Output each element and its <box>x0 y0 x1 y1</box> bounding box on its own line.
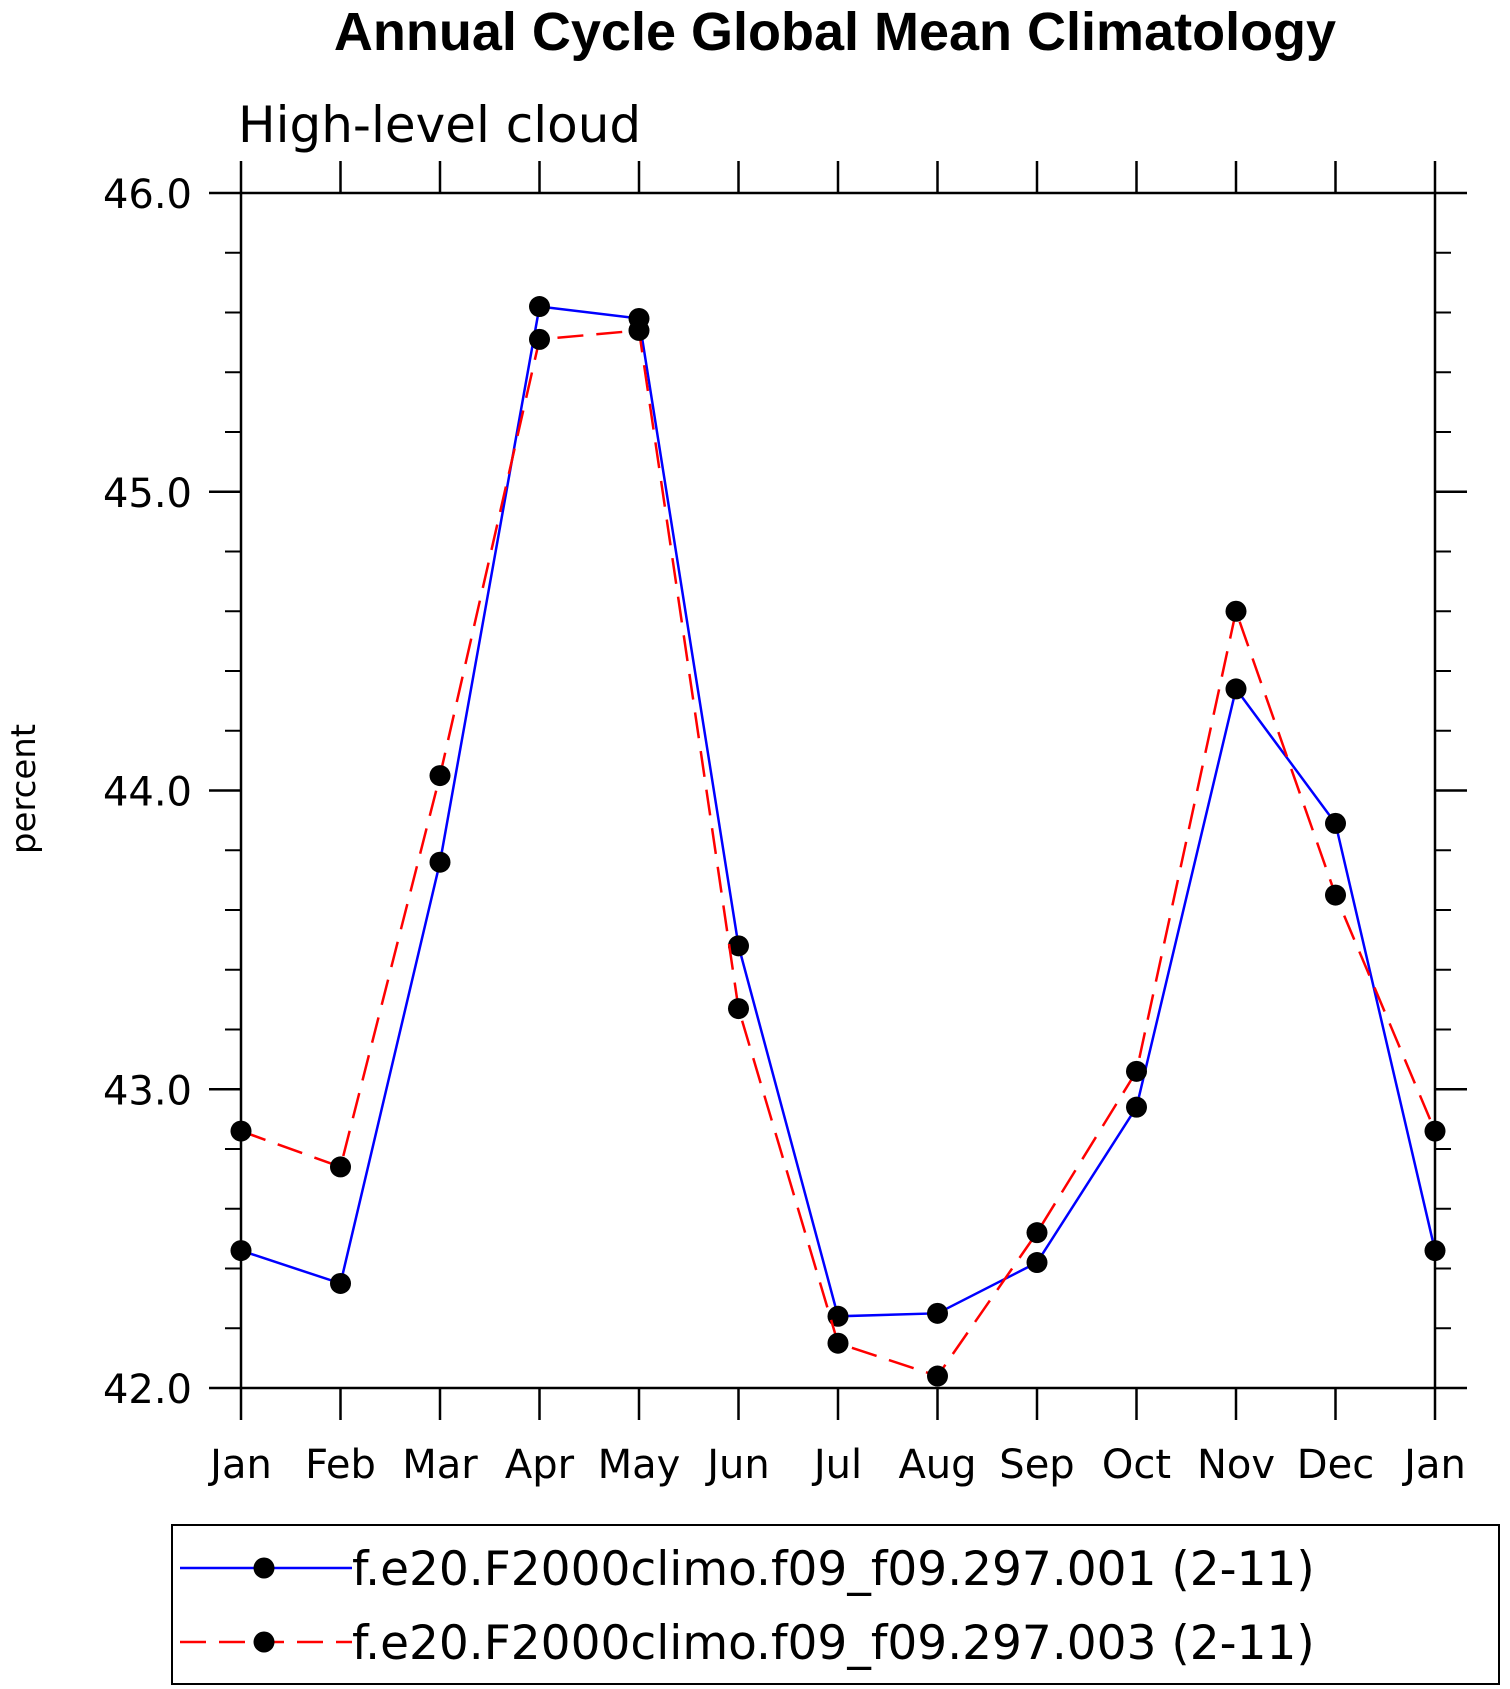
x-tick-label: Dec <box>1297 1442 1374 1488</box>
data-point <box>429 851 451 873</box>
y-tick-label: 45.0 <box>103 471 192 517</box>
x-tick-label: Jan <box>1401 1442 1466 1488</box>
data-point <box>1424 1240 1446 1262</box>
series-1 <box>230 296 1446 1327</box>
x-tick-label: Mar <box>402 1442 478 1488</box>
x-tick-label: Jun <box>704 1442 770 1488</box>
data-point <box>927 1302 948 1324</box>
plot-frame <box>239 191 1437 1390</box>
y-tick-label: 46.0 <box>103 172 192 218</box>
data-point <box>1424 1120 1446 1142</box>
chart-title: Annual Cycle Global Mean Climatology <box>334 2 1336 62</box>
x-tick-label: Jan <box>207 1442 272 1488</box>
x-tick-label: Aug <box>898 1442 976 1488</box>
legend-marker <box>253 1557 275 1579</box>
data-point <box>827 1305 849 1327</box>
series-layer <box>230 296 1446 1387</box>
legend: f.e20.F2000climo.f09_f09.297.001 (2-11) f… <box>171 1524 1500 1685</box>
chart-subtitle: High-level cloud <box>238 96 641 154</box>
legend-label: f.e20.F2000climo.f09_f09.297.001 (2-11) <box>352 1542 1315 1597</box>
legend-entry-1: f.e20.F2000climo.f09_f09.297.001 (2-11) <box>180 1542 1315 1597</box>
x-tick-label: Feb <box>305 1442 376 1488</box>
legend-entries: f.e20.F2000climo.f09_f09.297.001 (2-11) f… <box>180 1542 1315 1671</box>
data-point <box>230 1240 252 1262</box>
y-tick-label: 43.0 <box>103 1068 192 1114</box>
data-point <box>429 765 451 787</box>
legend-marker <box>253 1631 275 1653</box>
data-point <box>1026 1252 1048 1274</box>
y-axis-label: percent <box>4 724 44 854</box>
series-line <box>240 305 1437 1318</box>
data-point <box>1126 1060 1147 1082</box>
data-point <box>1325 884 1346 906</box>
data-point <box>230 1120 252 1142</box>
x-tick-label: Oct <box>1102 1442 1171 1488</box>
data-point <box>927 1365 948 1387</box>
x-tick-label: Apr <box>505 1442 575 1488</box>
data-point <box>330 1272 351 1294</box>
data-point <box>529 328 550 350</box>
y-tick-label: 42.0 <box>103 1367 192 1413</box>
data-point <box>1225 678 1247 700</box>
x-tick-label: May <box>598 1442 681 1488</box>
legend-label: f.e20.F2000climo.f09_f09.297.003 (2-11) <box>352 1616 1315 1671</box>
data-point <box>728 935 749 957</box>
data-point <box>628 319 650 341</box>
x-tick-label: Jul <box>811 1442 862 1488</box>
axis-ticks <box>209 161 1467 1420</box>
data-point <box>728 998 749 1020</box>
data-point <box>1325 812 1346 834</box>
x-tick-label: Nov <box>1197 1442 1275 1488</box>
y-tick-label: 44.0 <box>103 770 192 816</box>
data-point <box>827 1332 849 1354</box>
tick-labels: Jan Feb Mar Apr May Jun Jul Aug Sep Oct Nov Dec Jan 4… <box>103 172 1466 1488</box>
data-point <box>1026 1222 1048 1244</box>
series-line <box>240 329 1437 1378</box>
data-point <box>1225 600 1247 622</box>
legend-box <box>171 1524 1500 1685</box>
series-2 <box>230 319 1446 1387</box>
data-point <box>330 1156 351 1178</box>
data-point <box>529 296 550 318</box>
plot-border <box>239 191 1437 1390</box>
x-tick-label: Sep <box>999 1442 1074 1488</box>
data-point <box>1126 1096 1147 1118</box>
legend-entry-2: f.e20.F2000climo.f09_f09.297.003 (2-11) <box>180 1616 1315 1671</box>
